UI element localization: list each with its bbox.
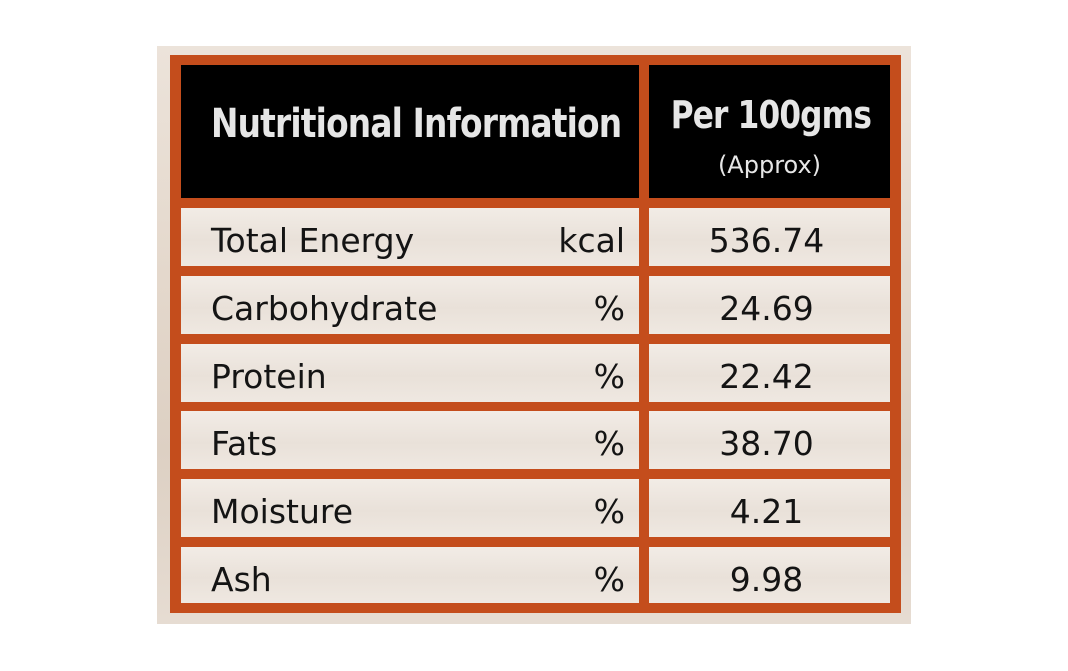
value-cell: 22.42	[649, 344, 890, 402]
nutrient-unit: %	[593, 560, 625, 599]
approx-note: (Approx)	[717, 151, 822, 179]
table-row: Carbohydrate %	[181, 276, 639, 334]
nutrient-unit: %	[593, 424, 625, 463]
value-cell: 24.69	[649, 276, 890, 334]
table-row: Protein %	[181, 344, 639, 402]
nutrient-name: Carbohydrate	[211, 289, 438, 328]
table-row: Ash %	[181, 547, 639, 603]
value-cell: 38.70	[649, 411, 890, 469]
header-title-cell: Nutritional Information	[181, 65, 639, 198]
value-cell: 536.74	[649, 208, 890, 266]
value-cell: 4.21	[649, 479, 890, 537]
header-per-cell: Per 100gms (Approx)	[649, 65, 890, 198]
nutrient-name: Ash	[211, 560, 272, 599]
nutrient-value: 4.21	[729, 492, 804, 531]
nutrient-value: 24.69	[719, 289, 814, 328]
nutrient-value: 22.42	[719, 357, 814, 396]
nutrient-unit: %	[593, 357, 625, 396]
nutrient-name: Protein	[211, 357, 327, 396]
nutrient-unit: %	[593, 289, 625, 328]
nutrient-value: 38.70	[719, 424, 814, 463]
nutrient-name: Fats	[211, 424, 278, 463]
nutrient-name: Total Energy	[211, 221, 415, 260]
nutrient-value: 536.74	[708, 221, 825, 260]
nutrient-unit: kcal	[558, 221, 625, 260]
table-title: Nutritional Information	[211, 101, 622, 147]
nutrition-table: Nutritional Information Per 100gms (Appr…	[170, 55, 901, 613]
table-row: Total Energy kcal	[181, 208, 639, 266]
table-row: Fats %	[181, 411, 639, 469]
value-cell: 9.98	[649, 547, 890, 603]
nutrient-value: 9.98	[729, 560, 804, 599]
per-100gms-heading: Per 100gms	[670, 93, 872, 137]
table-row: Moisture %	[181, 479, 639, 537]
nutrient-unit: %	[593, 492, 625, 531]
nutrient-name: Moisture	[211, 492, 354, 531]
